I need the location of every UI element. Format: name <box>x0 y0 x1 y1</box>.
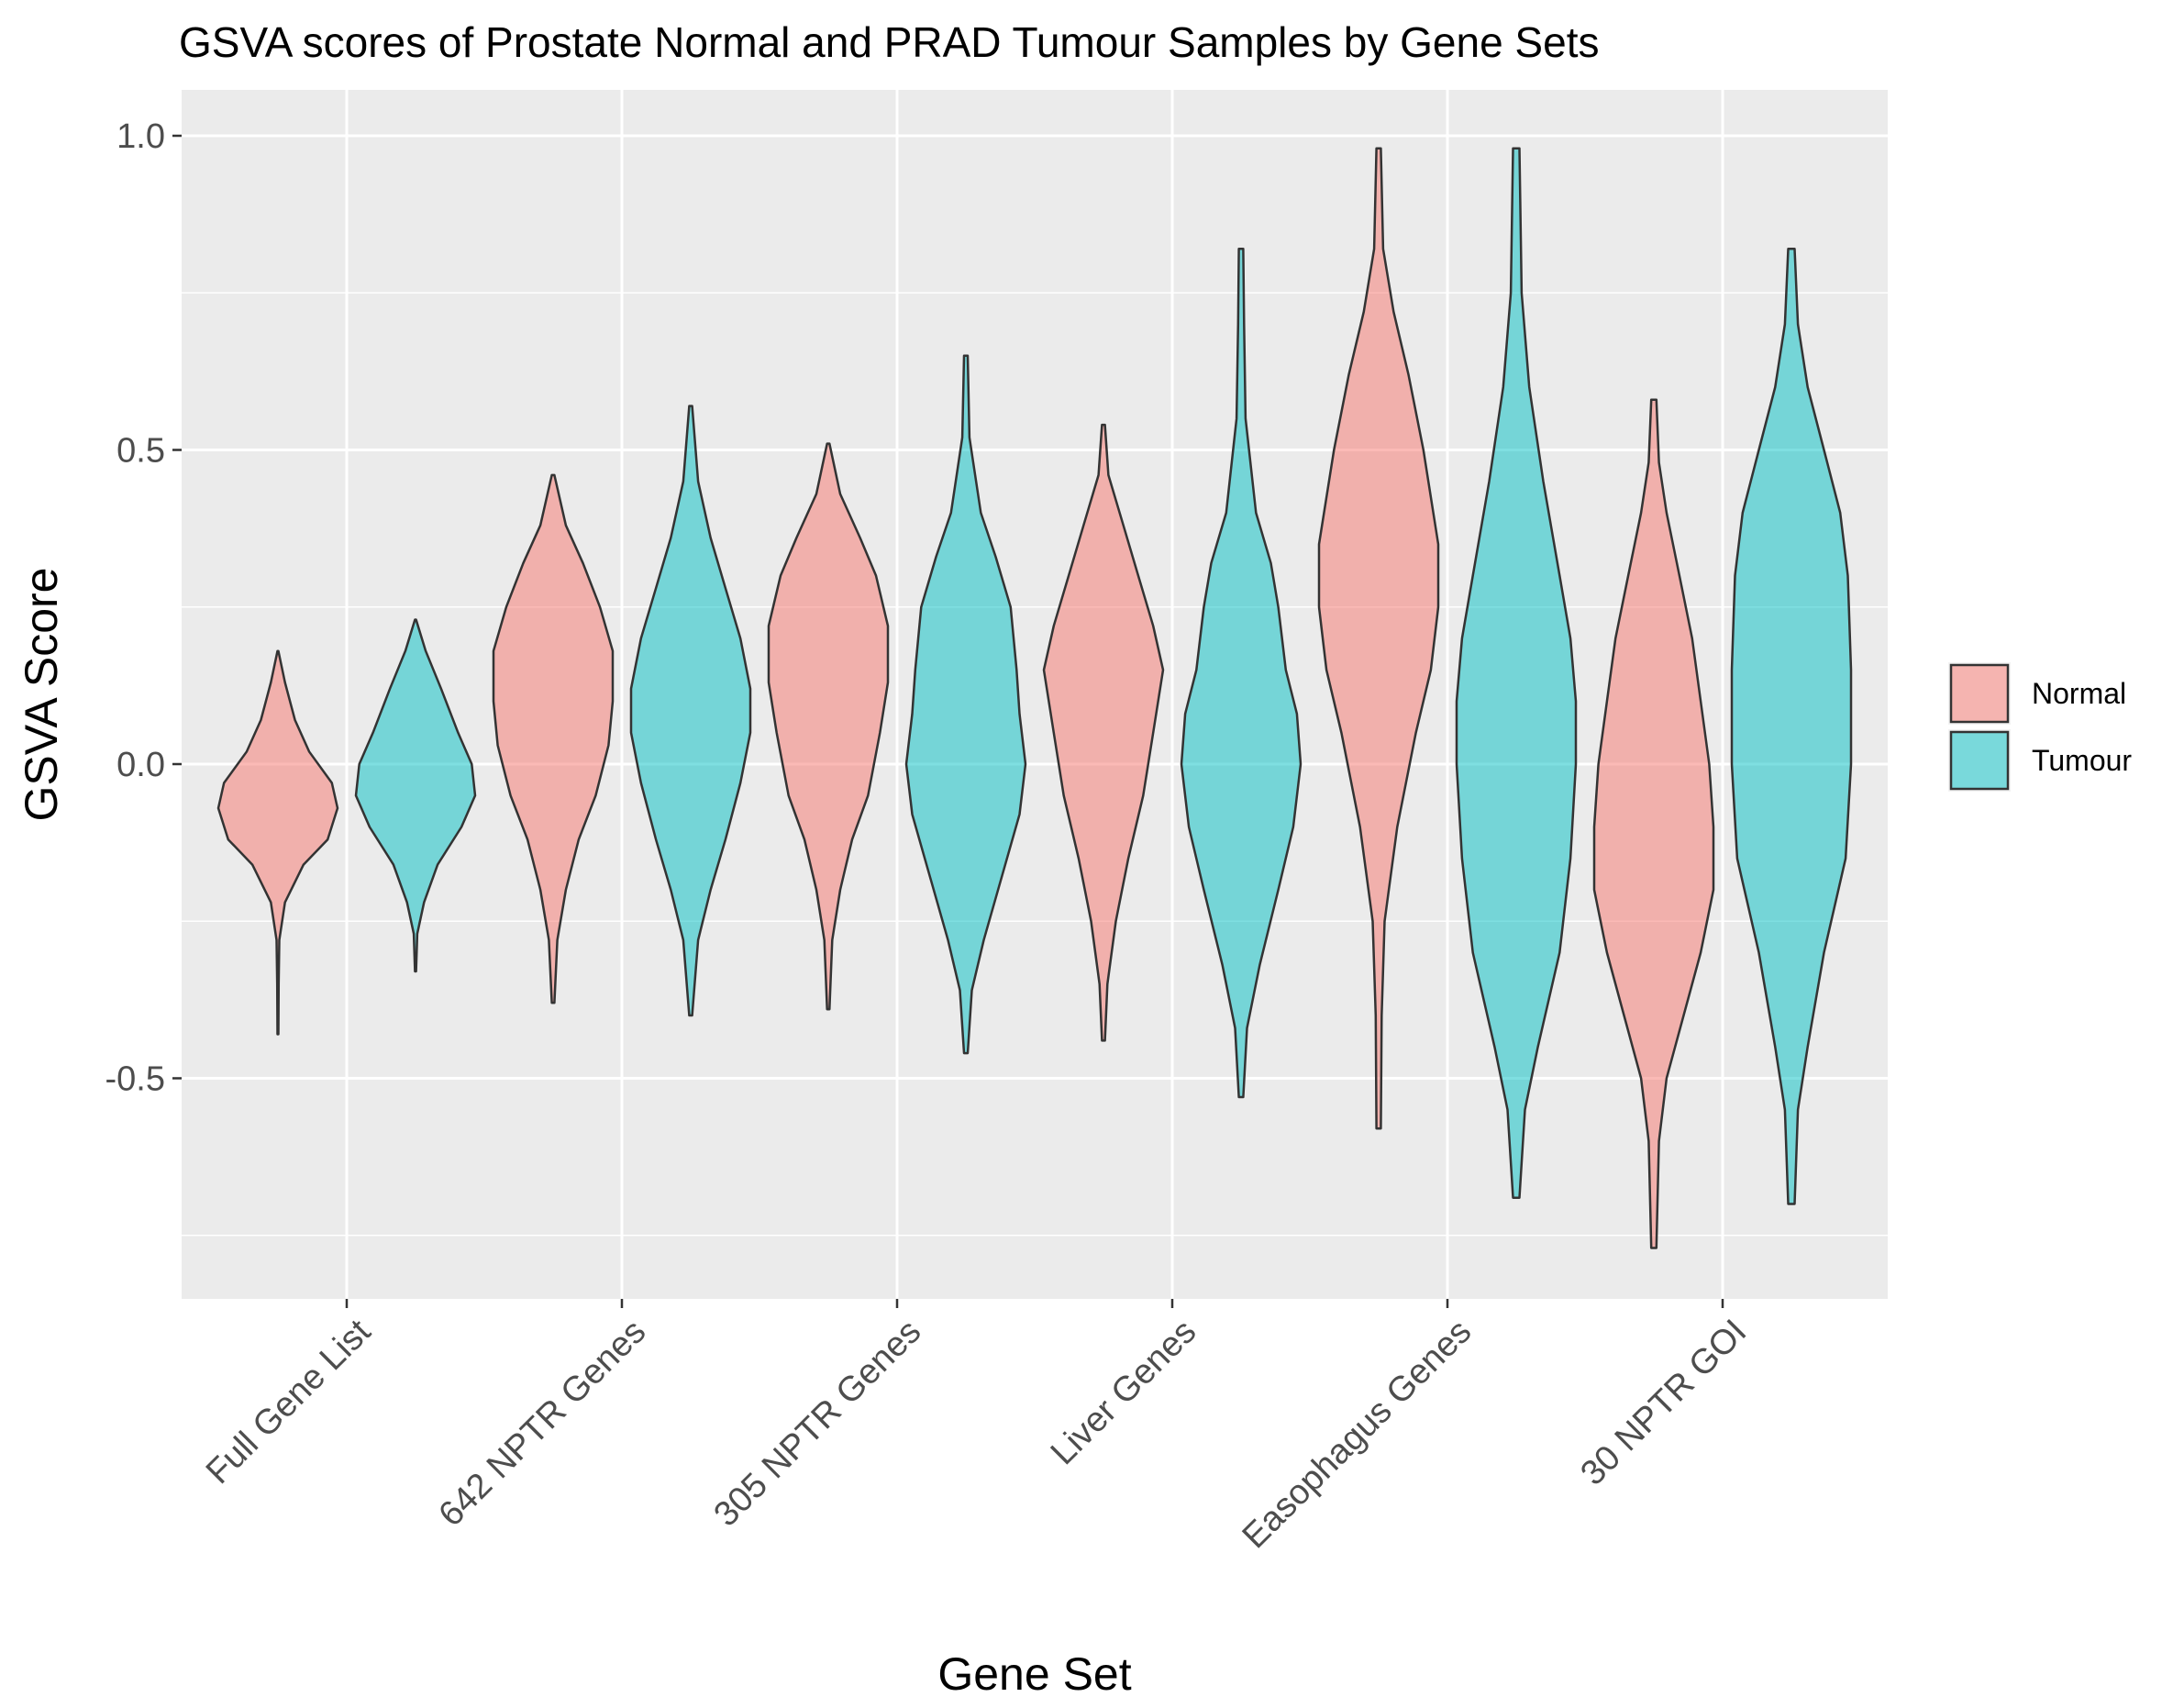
violin-tumour-0 <box>354 618 477 973</box>
violins <box>216 147 1853 1249</box>
violin-normal-2 <box>767 442 890 1011</box>
legend-label-tumour: Tumour <box>2032 744 2132 777</box>
y-axis-ticks: -0.5 0.0 0.5 1.0 <box>105 117 182 1099</box>
y-tick-label-3: 1.0 <box>116 117 165 156</box>
violin-normal-4 <box>1317 147 1440 1130</box>
y-axis-title: GSVA Score <box>16 568 67 822</box>
violin-tumour-3 <box>1180 248 1303 1099</box>
x-tick-label-4: Easophagus Genes <box>1236 1313 1480 1557</box>
x-tick-label-1: 642 NPTR Genes <box>432 1313 654 1535</box>
y-tick-label-2: 0.5 <box>116 432 165 471</box>
violin-normal-1 <box>492 473 615 1004</box>
legend-swatch-normal <box>1949 663 2010 724</box>
violin-tumour-5 <box>1730 248 1853 1205</box>
x-tick-label-3: Liver Genes <box>1044 1313 1204 1473</box>
x-axis-title: Gene Set <box>937 1648 1131 1700</box>
y-tick-label-0: -0.5 <box>105 1060 165 1099</box>
violin-tumour-1 <box>629 405 752 1017</box>
x-tick-label-0: Full Gene List <box>199 1312 379 1492</box>
x-axis-ticks: Full Gene List 642 NPTR Genes 305 NPTR Gen… <box>199 1299 1754 1556</box>
plot-panel <box>182 90 1888 1299</box>
legend-swatch-tumour <box>1949 730 2010 791</box>
violin-normal-0 <box>216 649 339 1036</box>
x-tick-label-5: 30 NPTR GOI <box>1573 1313 1754 1493</box>
y-tick-label-1: 0.0 <box>116 746 165 784</box>
legend-label-normal: Normal <box>2032 677 2126 710</box>
grid-lines <box>182 90 1888 1299</box>
violin-normal-3 <box>1042 423 1165 1042</box>
chart-title: GSVA scores of Prostate Normal and PRAD … <box>179 18 1599 66</box>
violin-tumour-4 <box>1455 147 1578 1199</box>
violin-tumour-2 <box>904 354 1027 1055</box>
x-tick-label-2: 305 NPTR Genes <box>707 1313 929 1535</box>
legend: Normal Tumour <box>1948 662 2132 792</box>
violin-normal-5 <box>1592 398 1715 1249</box>
